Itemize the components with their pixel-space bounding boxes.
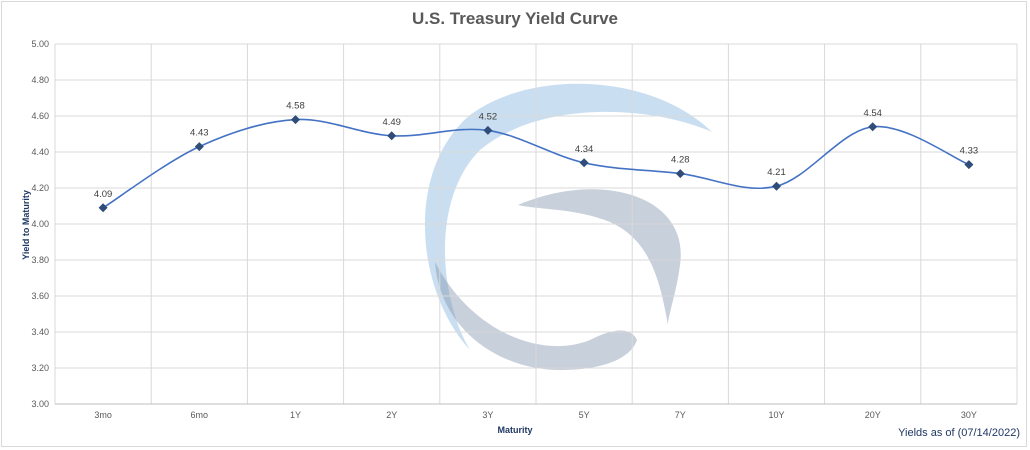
y-tick-label: 4.00 <box>31 219 49 229</box>
data-point-marker <box>868 122 878 132</box>
x-tick-label: 3mo <box>94 410 112 420</box>
data-point-marker <box>772 181 781 191</box>
data-label: 4.34 <box>575 144 594 155</box>
yield-line <box>102 118 970 209</box>
data-point-marker <box>194 142 204 152</box>
data-point-marker <box>387 131 397 141</box>
chart-title: U.S. Treasury Yield Curve <box>412 9 618 28</box>
y-tick-label: 4.80 <box>31 75 49 85</box>
x-tick-label: 1Y <box>290 410 301 420</box>
data-label: 4.21 <box>767 167 786 178</box>
data-markers <box>98 115 974 213</box>
data-point-marker <box>291 115 300 125</box>
data-label: 4.28 <box>671 155 690 166</box>
x-tick-label: 7Y <box>675 410 686 420</box>
data-labels: 4.09 4.43 4.58 4.49 4.52 4.34 4.28 4.21 4.54 4.33 <box>94 101 978 200</box>
x-tick-label: 10Y <box>768 410 784 420</box>
x-tick-labels: 3mo 6mo 1Y 2Y 3Y 5Y 7Y 10Y 20Y 30Y <box>94 410 977 420</box>
gridlines <box>54 43 1018 405</box>
y-tick-label: 5.00 <box>31 39 49 49</box>
data-point-marker <box>675 169 685 179</box>
y-tick-label: 3.80 <box>31 255 49 265</box>
x-tick-label: 30Y <box>961 410 977 420</box>
x-tick-label: 3Y <box>482 410 493 420</box>
data-label: 4.52 <box>479 111 498 122</box>
y-tick-label: 3.00 <box>31 399 49 409</box>
data-point-marker <box>98 203 108 213</box>
y-tick-label: 4.40 <box>31 147 49 157</box>
data-point-marker <box>964 160 974 170</box>
y-tick-label: 3.40 <box>31 327 49 337</box>
x-tick-label: 2Y <box>386 410 397 420</box>
data-label: 4.54 <box>863 108 882 119</box>
data-label: 4.33 <box>960 146 979 157</box>
watermark-gray-arc-top <box>518 189 681 325</box>
data-label: 4.58 <box>286 101 305 112</box>
y-tick-label: 4.60 <box>31 111 49 121</box>
data-label: 4.49 <box>382 117 401 128</box>
x-tick-label: 5Y <box>579 410 590 420</box>
y-tick-label: 4.20 <box>31 183 49 193</box>
y-tick-label: 3.20 <box>31 363 49 373</box>
yields-date-note: Yields as of (07/14/2022) <box>898 427 1020 439</box>
x-tick-label: 20Y <box>865 410 881 420</box>
x-axis-label: Maturity <box>497 425 533 435</box>
watermark-gray-arc-bottom <box>435 262 637 370</box>
y-tick-label: 3.60 <box>31 291 49 301</box>
y-tick-labels: 3.00 3.20 3.40 3.60 3.80 4.00 4.20 4.40 4.60 4.80… <box>31 39 49 409</box>
watermark-blue-arc <box>424 83 712 351</box>
watermark-logo <box>424 83 712 370</box>
data-label: 4.43 <box>190 128 209 139</box>
data-label: 4.09 <box>94 189 113 200</box>
data-point-marker <box>579 158 589 168</box>
data-point-marker <box>483 125 493 135</box>
x-tick-label: 6mo <box>191 410 209 420</box>
